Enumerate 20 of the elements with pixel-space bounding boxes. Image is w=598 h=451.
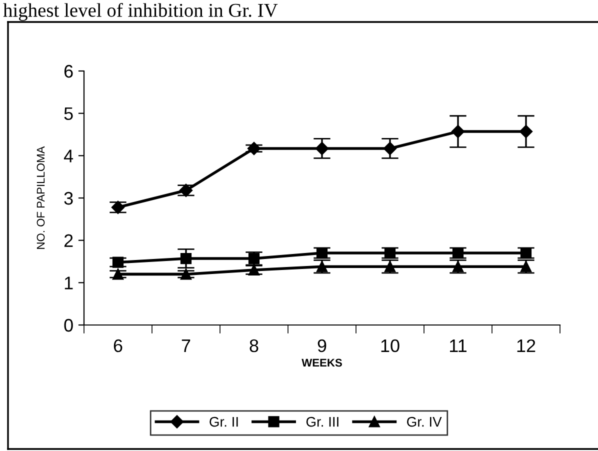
y-tick-label: 6 xyxy=(64,64,73,78)
x-tick-label: 6 xyxy=(114,339,122,352)
x-tick-label: 11 xyxy=(450,340,466,352)
x-tick-label: 12 xyxy=(517,339,536,352)
y-tick-label: 4 xyxy=(64,150,74,162)
y-tick-label: 0 xyxy=(64,318,73,332)
text: highest level of inhibition in Gr. IV xyxy=(3,3,278,21)
legend-label: Gr. IV xyxy=(407,416,442,427)
legend-label: Gr. III xyxy=(306,416,338,427)
x-tick-label: 10 xyxy=(381,339,400,352)
legend-label: Gr. II xyxy=(210,416,238,427)
y-axis-title: NO. OF PAPILLOMA xyxy=(36,146,45,249)
y-tick-label: 3 xyxy=(64,192,73,205)
x-tick-label: 9 xyxy=(318,339,326,352)
x-tick-label: 8 xyxy=(250,339,258,352)
y-tick-label: 2 xyxy=(64,234,73,247)
x-axis-title: WEEKS xyxy=(302,358,342,367)
x-tick-label: 7 xyxy=(182,340,190,352)
y-tick-label: 1 xyxy=(64,276,73,290)
y-tick-label: 5 xyxy=(64,107,73,120)
